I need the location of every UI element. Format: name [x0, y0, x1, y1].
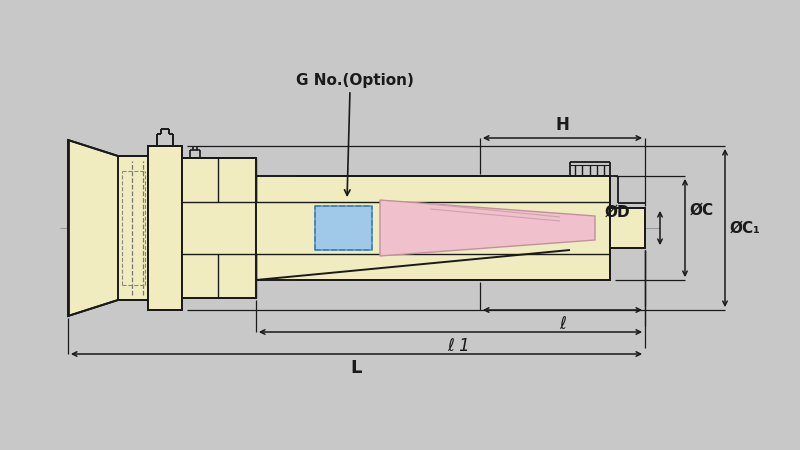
Text: L: L	[351, 359, 362, 377]
Polygon shape	[68, 156, 148, 300]
Text: ØD: ØD	[605, 205, 630, 220]
Text: ØC: ØC	[690, 202, 714, 217]
Text: ℓ 1: ℓ 1	[447, 337, 470, 355]
Text: G No.(Option): G No.(Option)	[296, 72, 414, 87]
Polygon shape	[380, 200, 595, 256]
Polygon shape	[610, 208, 645, 248]
Polygon shape	[148, 146, 182, 310]
Text: ℓ: ℓ	[559, 315, 566, 333]
Text: H: H	[555, 116, 570, 134]
Polygon shape	[182, 158, 256, 298]
Text: ØC₁: ØC₁	[730, 220, 761, 235]
Bar	[315, 206, 372, 250]
Polygon shape	[68, 140, 118, 316]
Polygon shape	[256, 176, 610, 280]
